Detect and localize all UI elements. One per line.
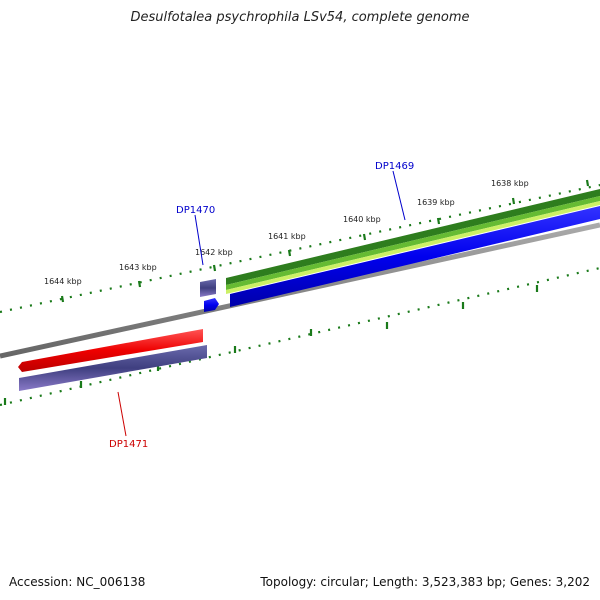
label-leader-dp1469 bbox=[392, 170, 406, 221]
tick-label: 1643 kbp bbox=[119, 263, 157, 272]
inner-tick-ring bbox=[0, 266, 600, 407]
tick-label: 1638 kbp bbox=[491, 179, 529, 188]
gene-label-dp1471[interactable]: DP1471 bbox=[109, 439, 148, 450]
feature-dp1471-box[interactable] bbox=[19, 345, 207, 391]
map-title: Desulfotalea psychrophila LSv54, complet… bbox=[130, 10, 470, 25]
tick-label: 1641 kbp bbox=[268, 232, 306, 241]
tick-label: 1640 kbp bbox=[343, 215, 381, 224]
genome-backbone bbox=[0, 222, 600, 359]
genome-summary-text: Topology: circular; Length: 3,523,383 bp… bbox=[260, 575, 590, 589]
tick-label: 1644 kbp bbox=[44, 277, 82, 286]
tick-label: 1642 kbp bbox=[195, 248, 233, 257]
feature-dp1470-cds[interactable] bbox=[204, 298, 219, 312]
tick-label: 1639 kbp bbox=[417, 198, 455, 207]
feature-dp1470-box[interactable] bbox=[200, 279, 216, 297]
label-leader-dp1470 bbox=[194, 214, 204, 266]
gene-label-dp1469[interactable]: DP1469 bbox=[375, 161, 414, 172]
feature-dp1469-cds[interactable] bbox=[230, 206, 600, 307]
label-leader-dp1471 bbox=[117, 391, 127, 437]
feature-dp1469-green-tracks bbox=[226, 189, 600, 294]
scale-labels: 1644 kbp 1643 kbp 1642 kbp 1641 kbp 1640… bbox=[44, 179, 529, 286]
accession-text: Accession: NC_006138 bbox=[9, 575, 146, 589]
outer-tick-ring bbox=[0, 183, 600, 314]
inner-major-ticks bbox=[3, 285, 539, 405]
outer-major-ticks bbox=[60, 179, 590, 303]
gene-label-dp1470[interactable]: DP1470 bbox=[176, 205, 215, 216]
feature-dp1471-cds[interactable] bbox=[18, 329, 203, 372]
